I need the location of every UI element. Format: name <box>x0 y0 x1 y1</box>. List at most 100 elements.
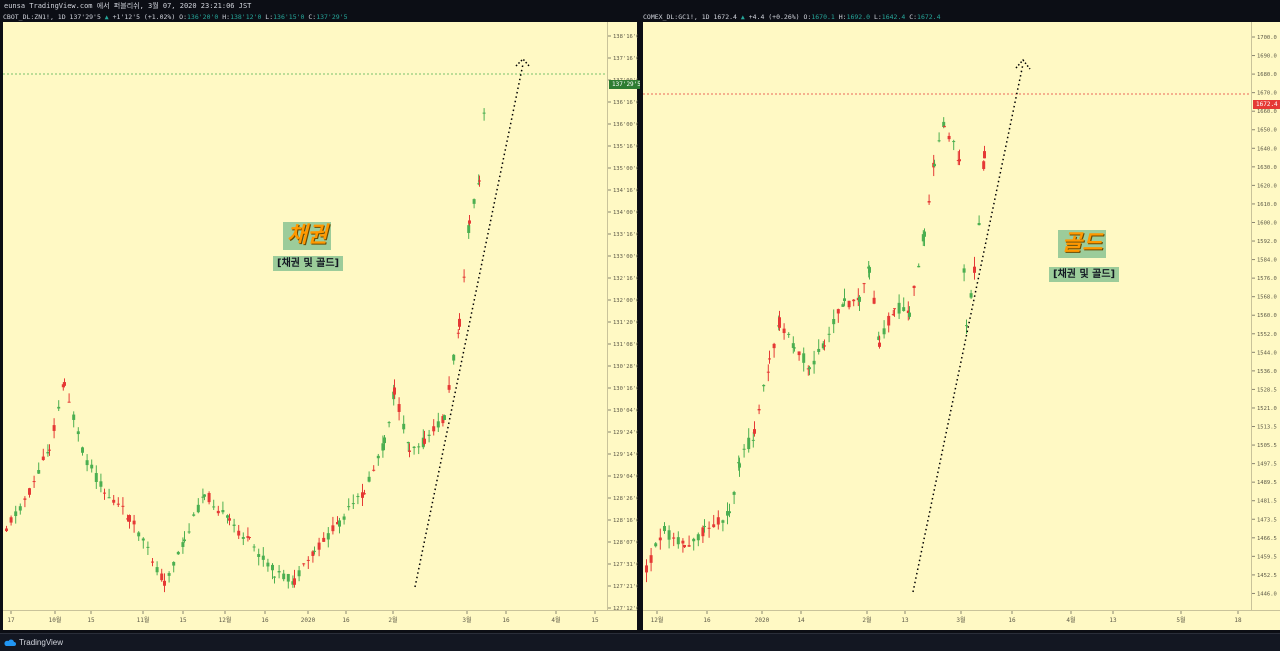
bond-high: 138'12'0 <box>230 13 262 21</box>
candle-body <box>212 506 216 508</box>
candle-body <box>317 542 321 550</box>
candle-body <box>160 573 164 581</box>
gold-time-axis[interactable]: 12월 16 2020 14 2월 13 3월 16 4월 13 5월 18 <box>643 610 1280 630</box>
candle-body <box>266 562 270 567</box>
price-tick-label: 131'08'0 <box>613 342 638 348</box>
candle-body <box>252 546 256 548</box>
gold-h-label: H: <box>838 13 847 21</box>
candle-body <box>146 546 150 548</box>
candle-body <box>128 515 131 522</box>
price-tick-label: 1452.5 <box>1257 573 1277 579</box>
candle-body <box>412 446 416 449</box>
time-tick-label: 17 <box>7 617 15 624</box>
bond-legend: CBOT_DL:ZN1!, 1D 137'29'5 ▲ +1'12'5 (+1.… <box>3 12 348 22</box>
candle-body <box>427 434 431 437</box>
gold-change: +4.4 (+0.26%) <box>748 13 800 21</box>
candle-body <box>645 565 648 573</box>
candle-body <box>712 524 716 528</box>
gold-price-axis[interactable]: 1700.0 1690.0 1680.0 1670.0 1660.0 1650.0 1640… <box>1251 22 1280 616</box>
bond-ohlc: O:136'20'0 H:138'12'0 L:136'15'0 C:137'2… <box>179 13 347 21</box>
candle-body <box>649 555 653 563</box>
price-tick-label: 1680.0 <box>1257 72 1277 78</box>
candle-body <box>942 121 946 127</box>
tradingview-logo[interactable]: TradingView <box>4 637 63 649</box>
candle-body <box>273 576 276 578</box>
candle-body <box>28 488 31 495</box>
candle-body <box>381 443 385 451</box>
candle-body <box>482 112 486 114</box>
price-tick-label: 133'00'0 <box>613 254 638 260</box>
candle-body <box>192 514 196 516</box>
candle-body <box>802 353 806 363</box>
price-tick-label: 132'00'0 <box>613 298 638 304</box>
candle-body <box>52 425 56 431</box>
candle-body <box>72 414 76 420</box>
candle-body <box>183 539 186 542</box>
candle-body <box>408 450 411 452</box>
price-tick-label: 1446.0 <box>1257 591 1277 597</box>
candle-body <box>962 268 966 273</box>
candle-body <box>237 530 241 536</box>
candle-body <box>336 522 339 525</box>
bond-plot-area[interactable]: 채권 [채권 및 골드] <box>3 22 607 610</box>
candle-body <box>151 561 154 563</box>
candle-body <box>443 415 446 420</box>
candle-body <box>983 151 986 159</box>
candle-body <box>361 492 364 498</box>
candle-body <box>14 511 18 517</box>
price-tick-label: 135'16'0 <box>613 144 638 150</box>
price-tick-label: 1650.0 <box>1257 128 1277 134</box>
candle-body <box>858 296 861 302</box>
candle-body <box>832 319 836 325</box>
bond-symbol[interactable]: CBOT_DL:ZN1!, 1D <box>3 13 66 21</box>
candle-body <box>338 520 341 527</box>
price-tick-label: 1536.0 <box>1257 369 1277 375</box>
bond-change: +1'12'5 (+1.02%) <box>112 13 176 21</box>
price-tick-label: 136'00'0 <box>613 122 638 128</box>
candle-body <box>196 504 200 513</box>
price-tick-label: 131'20'0 <box>613 320 638 326</box>
price-tick-label: 1466.5 <box>1257 536 1277 542</box>
candle-body <box>367 476 371 482</box>
price-tick-label: 1640.0 <box>1257 146 1277 152</box>
gold-close: 1672.4 <box>917 13 941 21</box>
time-tick-label: 2020 <box>755 617 770 624</box>
bond-time-axis[interactable]: 17 10월 15 11월 15 12월 16 2020 16 2월 3월 16 4월 15 <box>3 610 637 630</box>
gold-last-price: 1672.4 <box>713 13 737 21</box>
candle-body <box>326 533 330 540</box>
bond-open: 136'20'0 <box>187 13 219 21</box>
candle-body <box>882 328 886 335</box>
price-tick-label: 129'04'0 <box>613 474 638 480</box>
bond-chart-pane[interactable]: CBOT_DL:ZN1!, 1D 137'29'5 ▲ +1'12'5 (+1.… <box>0 12 644 632</box>
gold-symbol[interactable]: COMEX_DL:GC1!, 1D <box>643 13 710 21</box>
candle-body <box>787 333 791 335</box>
candle-body <box>406 441 410 444</box>
gold-plot-area[interactable]: 골드 [채권 및 골드] <box>643 22 1251 610</box>
price-tick-label: 1592.0 <box>1257 239 1277 245</box>
time-tick-label: 2월 <box>862 616 871 624</box>
price-tick-label: 1552.0 <box>1257 332 1277 338</box>
time-tick-label: 16 <box>502 617 510 624</box>
candle-body <box>241 537 245 539</box>
candle-body <box>468 220 471 224</box>
candle-body <box>163 580 166 586</box>
gold-chart-pane[interactable]: COMEX_DL:GC1!, 1D 1672.4 ▲ +4.4 (+0.26%)… <box>640 12 1280 632</box>
price-tick-label: 1576.0 <box>1257 276 1277 282</box>
price-tick-label: 1620.0 <box>1257 183 1277 189</box>
bond-price-axis[interactable]: 138'16'0137'16'0137'00'0136'16'0136'00'0… <box>607 22 644 612</box>
candle-body <box>46 451 50 454</box>
gold-subtitle-badge: [채권 및 골드] <box>1049 267 1120 282</box>
candle-body <box>387 422 391 424</box>
candle-body <box>681 540 685 544</box>
candle-body <box>322 537 326 542</box>
candle-body <box>766 371 770 373</box>
candle-body <box>81 447 84 453</box>
bond-c-label: C: <box>308 13 317 21</box>
candle-body <box>897 302 901 314</box>
candle-body <box>126 518 129 520</box>
up-arrow-icon: ▲ <box>740 13 745 21</box>
candle-body <box>417 446 421 448</box>
candle-body <box>738 463 741 468</box>
candle-body <box>687 545 691 547</box>
candle-body <box>742 448 746 450</box>
